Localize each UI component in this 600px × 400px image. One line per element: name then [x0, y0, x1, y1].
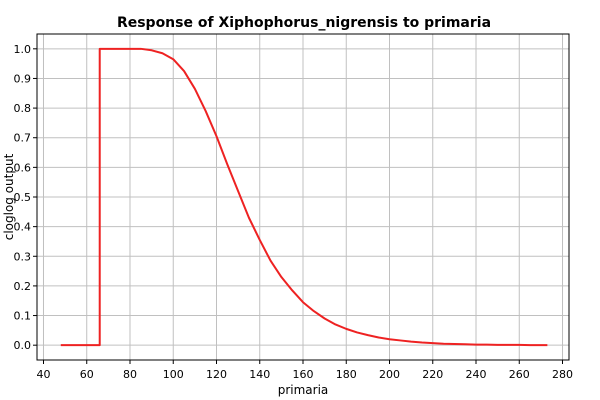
x-axis-label: primaria [278, 383, 329, 397]
x-tick-label: 220 [422, 368, 443, 381]
x-tick-label: 180 [336, 368, 357, 381]
series-group [60, 47, 548, 347]
y-axis-ticks: 0.0 0.1 0.2 0.3 0.4 0.5 0.6 0.7 0.8 0.9 1.0 [14, 43, 37, 352]
y-tick-label: 1.0 [14, 43, 32, 56]
y-tick-label: 0.5 [14, 191, 32, 204]
y-tick-label: 0.9 [14, 72, 32, 85]
x-tick-label: 40 [36, 368, 50, 381]
x-tick-label: 260 [509, 368, 530, 381]
x-tick-label: 80 [123, 368, 137, 381]
x-tick-label: 240 [466, 368, 487, 381]
x-tick-label: 200 [379, 368, 400, 381]
y-tick-label: 0.6 [14, 161, 32, 174]
x-tick-label: 140 [249, 368, 270, 381]
y-tick-label: 0.2 [14, 280, 32, 293]
x-tick-label: 160 [293, 368, 314, 381]
x-tick-label: 280 [552, 368, 573, 381]
x-tick-label: 120 [206, 368, 227, 381]
y-tick-label: 0.4 [14, 221, 32, 234]
y-tick-label: 0.1 [14, 310, 32, 323]
y-tick-label: 0.3 [14, 250, 32, 263]
y-tick-label: 0.7 [14, 132, 32, 145]
y-tick-label: 0.8 [14, 102, 32, 115]
y-axis-label: cloglog output [2, 153, 16, 240]
x-tick-label: 100 [163, 368, 184, 381]
response-curve [60, 47, 548, 347]
chart-title: Response of Xiphophorus_nigrensis to pri… [117, 15, 491, 31]
x-axis-ticks: 40 60 80 100 120 140 160 180 200 220 240 260 280 [36, 360, 573, 381]
y-tick-label: 0.0 [14, 339, 32, 352]
x-tick-label: 60 [80, 368, 94, 381]
